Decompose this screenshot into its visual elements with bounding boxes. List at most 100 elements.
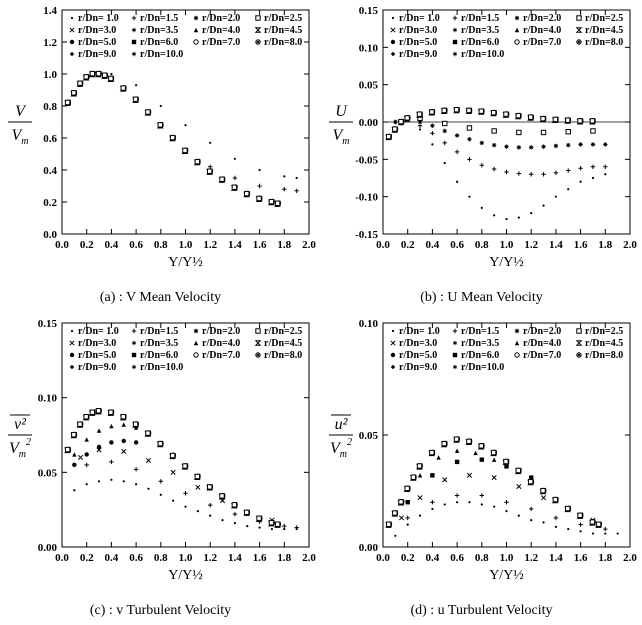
svg-text:r/Dn=8.0: r/Dn=8.0	[585, 37, 623, 48]
svg-text:2.0: 2.0	[302, 552, 316, 564]
svg-text:0.2: 0.2	[401, 239, 415, 251]
svg-text:1.6: 1.6	[253, 239, 267, 251]
svg-text:r/Dn=8.0: r/Dn=8.0	[585, 350, 623, 361]
series	[72, 438, 138, 466]
svg-text:r/Dn=7.0: r/Dn=7.0	[202, 350, 240, 361]
series	[394, 501, 619, 537]
svg-text:0.0: 0.0	[376, 552, 390, 564]
svg-text:r/Dn=9.0: r/Dn=9.0	[399, 362, 437, 373]
legend: r/Dn= 1.0r/Dn=1.5r/Dn=2.0r/Dn=2.5r/Dn=3.…	[70, 326, 302, 373]
svg-text:0.0: 0.0	[55, 552, 69, 564]
svg-text:r/Dn=1.5: r/Dn=1.5	[461, 13, 499, 24]
svg-text:r/Dn=10.0: r/Dn=10.0	[461, 362, 504, 373]
series-main	[67, 409, 281, 527]
svg-text:V: V	[15, 103, 27, 120]
svg-text:0.4: 0.4	[426, 239, 440, 251]
series	[393, 116, 607, 176]
caption-c: (c) : v Turbulent Velocity	[90, 603, 231, 619]
series	[399, 473, 595, 522]
svg-text:1.4: 1.4	[43, 5, 57, 17]
svg-text:1.8: 1.8	[277, 552, 291, 564]
svg-text:1.6: 1.6	[253, 552, 267, 564]
svg-text:-0.10: -0.10	[355, 192, 378, 204]
panel-a: 0.00.20.40.60.81.01.21.41.61.82.00.00.20…	[0, 0, 321, 313]
svg-text:r/Dn=9.0: r/Dn=9.0	[399, 49, 437, 60]
svg-text:0.05: 0.05	[359, 430, 379, 442]
svg-text:1.8: 1.8	[598, 239, 612, 251]
svg-text:Y/Y½: Y/Y½	[168, 568, 203, 583]
svg-text:r/Dn= 1.0: r/Dn= 1.0	[78, 13, 119, 24]
svg-text:1.6: 1.6	[574, 552, 588, 564]
svg-text:r/Dn=2.5: r/Dn=2.5	[264, 13, 302, 24]
svg-text:0.00: 0.00	[38, 542, 58, 554]
svg-text:0.8: 0.8	[154, 552, 168, 564]
svg-text:0.0: 0.0	[55, 239, 69, 251]
svg-text:0.0: 0.0	[376, 239, 390, 251]
svg-text:r/Dn=6.0: r/Dn=6.0	[140, 350, 178, 361]
svg-text:r/Dn=10.0: r/Dn=10.0	[140, 362, 183, 373]
svg-text:r/Dn=3.0: r/Dn=3.0	[399, 25, 437, 36]
svg-text:r/Dn=2.0: r/Dn=2.0	[523, 326, 561, 337]
svg-text:0.6: 0.6	[129, 552, 143, 564]
svg-text:r/Dn=8.0: r/Dn=8.0	[264, 37, 302, 48]
svg-text:r/Dn=3.5: r/Dn=3.5	[140, 25, 178, 36]
svg-text:0.10: 0.10	[38, 392, 58, 404]
chart-grid: 0.00.20.40.60.81.01.21.41.61.82.00.00.20…	[0, 0, 642, 625]
svg-text:r/Dn=2.0: r/Dn=2.0	[523, 13, 561, 24]
svg-text:-0.15: -0.15	[355, 229, 378, 241]
series-main	[65, 71, 279, 205]
svg-text:2.0: 2.0	[623, 552, 637, 564]
svg-text:0.6: 0.6	[43, 133, 57, 145]
svg-text:1.4: 1.4	[549, 239, 563, 251]
svg-text:r/Dn=4.0: r/Dn=4.0	[202, 25, 240, 36]
panel-b: 0.00.20.40.60.81.01.21.41.61.82.0-0.15-0…	[321, 0, 642, 313]
svg-text:r/Dn=3.5: r/Dn=3.5	[461, 25, 499, 36]
svg-text:0.8: 0.8	[154, 239, 168, 251]
svg-text:r/Dn=2.0: r/Dn=2.0	[202, 326, 240, 337]
svg-text:r/Dn=4.5: r/Dn=4.5	[585, 338, 623, 349]
svg-text:r/Dn=5.0: r/Dn=5.0	[78, 350, 116, 361]
svg-text:0.05: 0.05	[359, 80, 379, 92]
svg-text:r/Dn=4.5: r/Dn=4.5	[264, 25, 302, 36]
svg-text:r/Dn=6.0: r/Dn=6.0	[140, 37, 178, 48]
svg-text:0.00: 0.00	[359, 542, 379, 554]
svg-text:r/Dn= 1.0: r/Dn= 1.0	[399, 13, 440, 24]
svg-text:r/Dn=6.0: r/Dn=6.0	[461, 37, 499, 48]
svg-text:2.0: 2.0	[302, 239, 316, 251]
svg-text:U: U	[335, 103, 348, 120]
svg-text:1.0: 1.0	[43, 69, 57, 81]
svg-text:r/Dn=9.0: r/Dn=9.0	[78, 49, 116, 60]
svg-text:1.8: 1.8	[598, 552, 612, 564]
series	[406, 493, 608, 531]
chart-d: 0.00.20.40.60.81.01.21.41.61.82.00.000.0…	[321, 313, 642, 601]
svg-text:1.2: 1.2	[524, 239, 538, 251]
panel-d: 0.00.20.40.60.81.01.21.41.61.82.00.000.0…	[321, 313, 642, 625]
svg-text:r/Dn=1.5: r/Dn=1.5	[140, 13, 178, 24]
svg-text:1.0: 1.0	[500, 552, 514, 564]
caption-a: (a) : V Mean Velocity	[100, 290, 221, 306]
svg-text:0.10: 0.10	[359, 42, 379, 54]
svg-text:1.6: 1.6	[574, 239, 588, 251]
series-main	[66, 408, 280, 526]
svg-text:r/Dn=7.0: r/Dn=7.0	[523, 37, 561, 48]
svg-text:1.0: 1.0	[179, 239, 193, 251]
series-main	[386, 436, 600, 526]
svg-text:r/Dn=10.0: r/Dn=10.0	[461, 49, 504, 60]
svg-text:0.4: 0.4	[105, 239, 119, 251]
svg-text:1.4: 1.4	[228, 239, 242, 251]
chart-a: 0.00.20.40.60.81.01.21.41.61.82.00.00.20…	[0, 0, 321, 288]
series	[73, 478, 298, 529]
svg-text:Y/Y½: Y/Y½	[489, 255, 524, 270]
svg-text:Vm2: Vm2	[9, 437, 31, 460]
svg-text:1.8: 1.8	[277, 239, 291, 251]
legend: r/Dn= 1.0 r/Dn=1.5 r/Dn=2.0 r/Dn=2.5 r/Dn=3.…	[70, 13, 302, 60]
svg-text:1.2: 1.2	[43, 37, 57, 49]
svg-text:1.4: 1.4	[549, 552, 563, 564]
svg-text:r/Dn=5.0: r/Dn=5.0	[78, 37, 116, 48]
svg-text:0.8: 0.8	[43, 101, 57, 113]
svg-text:1.2: 1.2	[203, 239, 217, 251]
svg-text:0.8: 0.8	[475, 239, 489, 251]
legend: r/Dn= 1.0r/Dn=1.5r/Dn=2.0r/Dn=2.5r/Dn=3.…	[391, 13, 623, 60]
svg-text:r/Dn=2.0: r/Dn=2.0	[202, 13, 240, 24]
svg-text:0.00: 0.00	[359, 117, 379, 129]
